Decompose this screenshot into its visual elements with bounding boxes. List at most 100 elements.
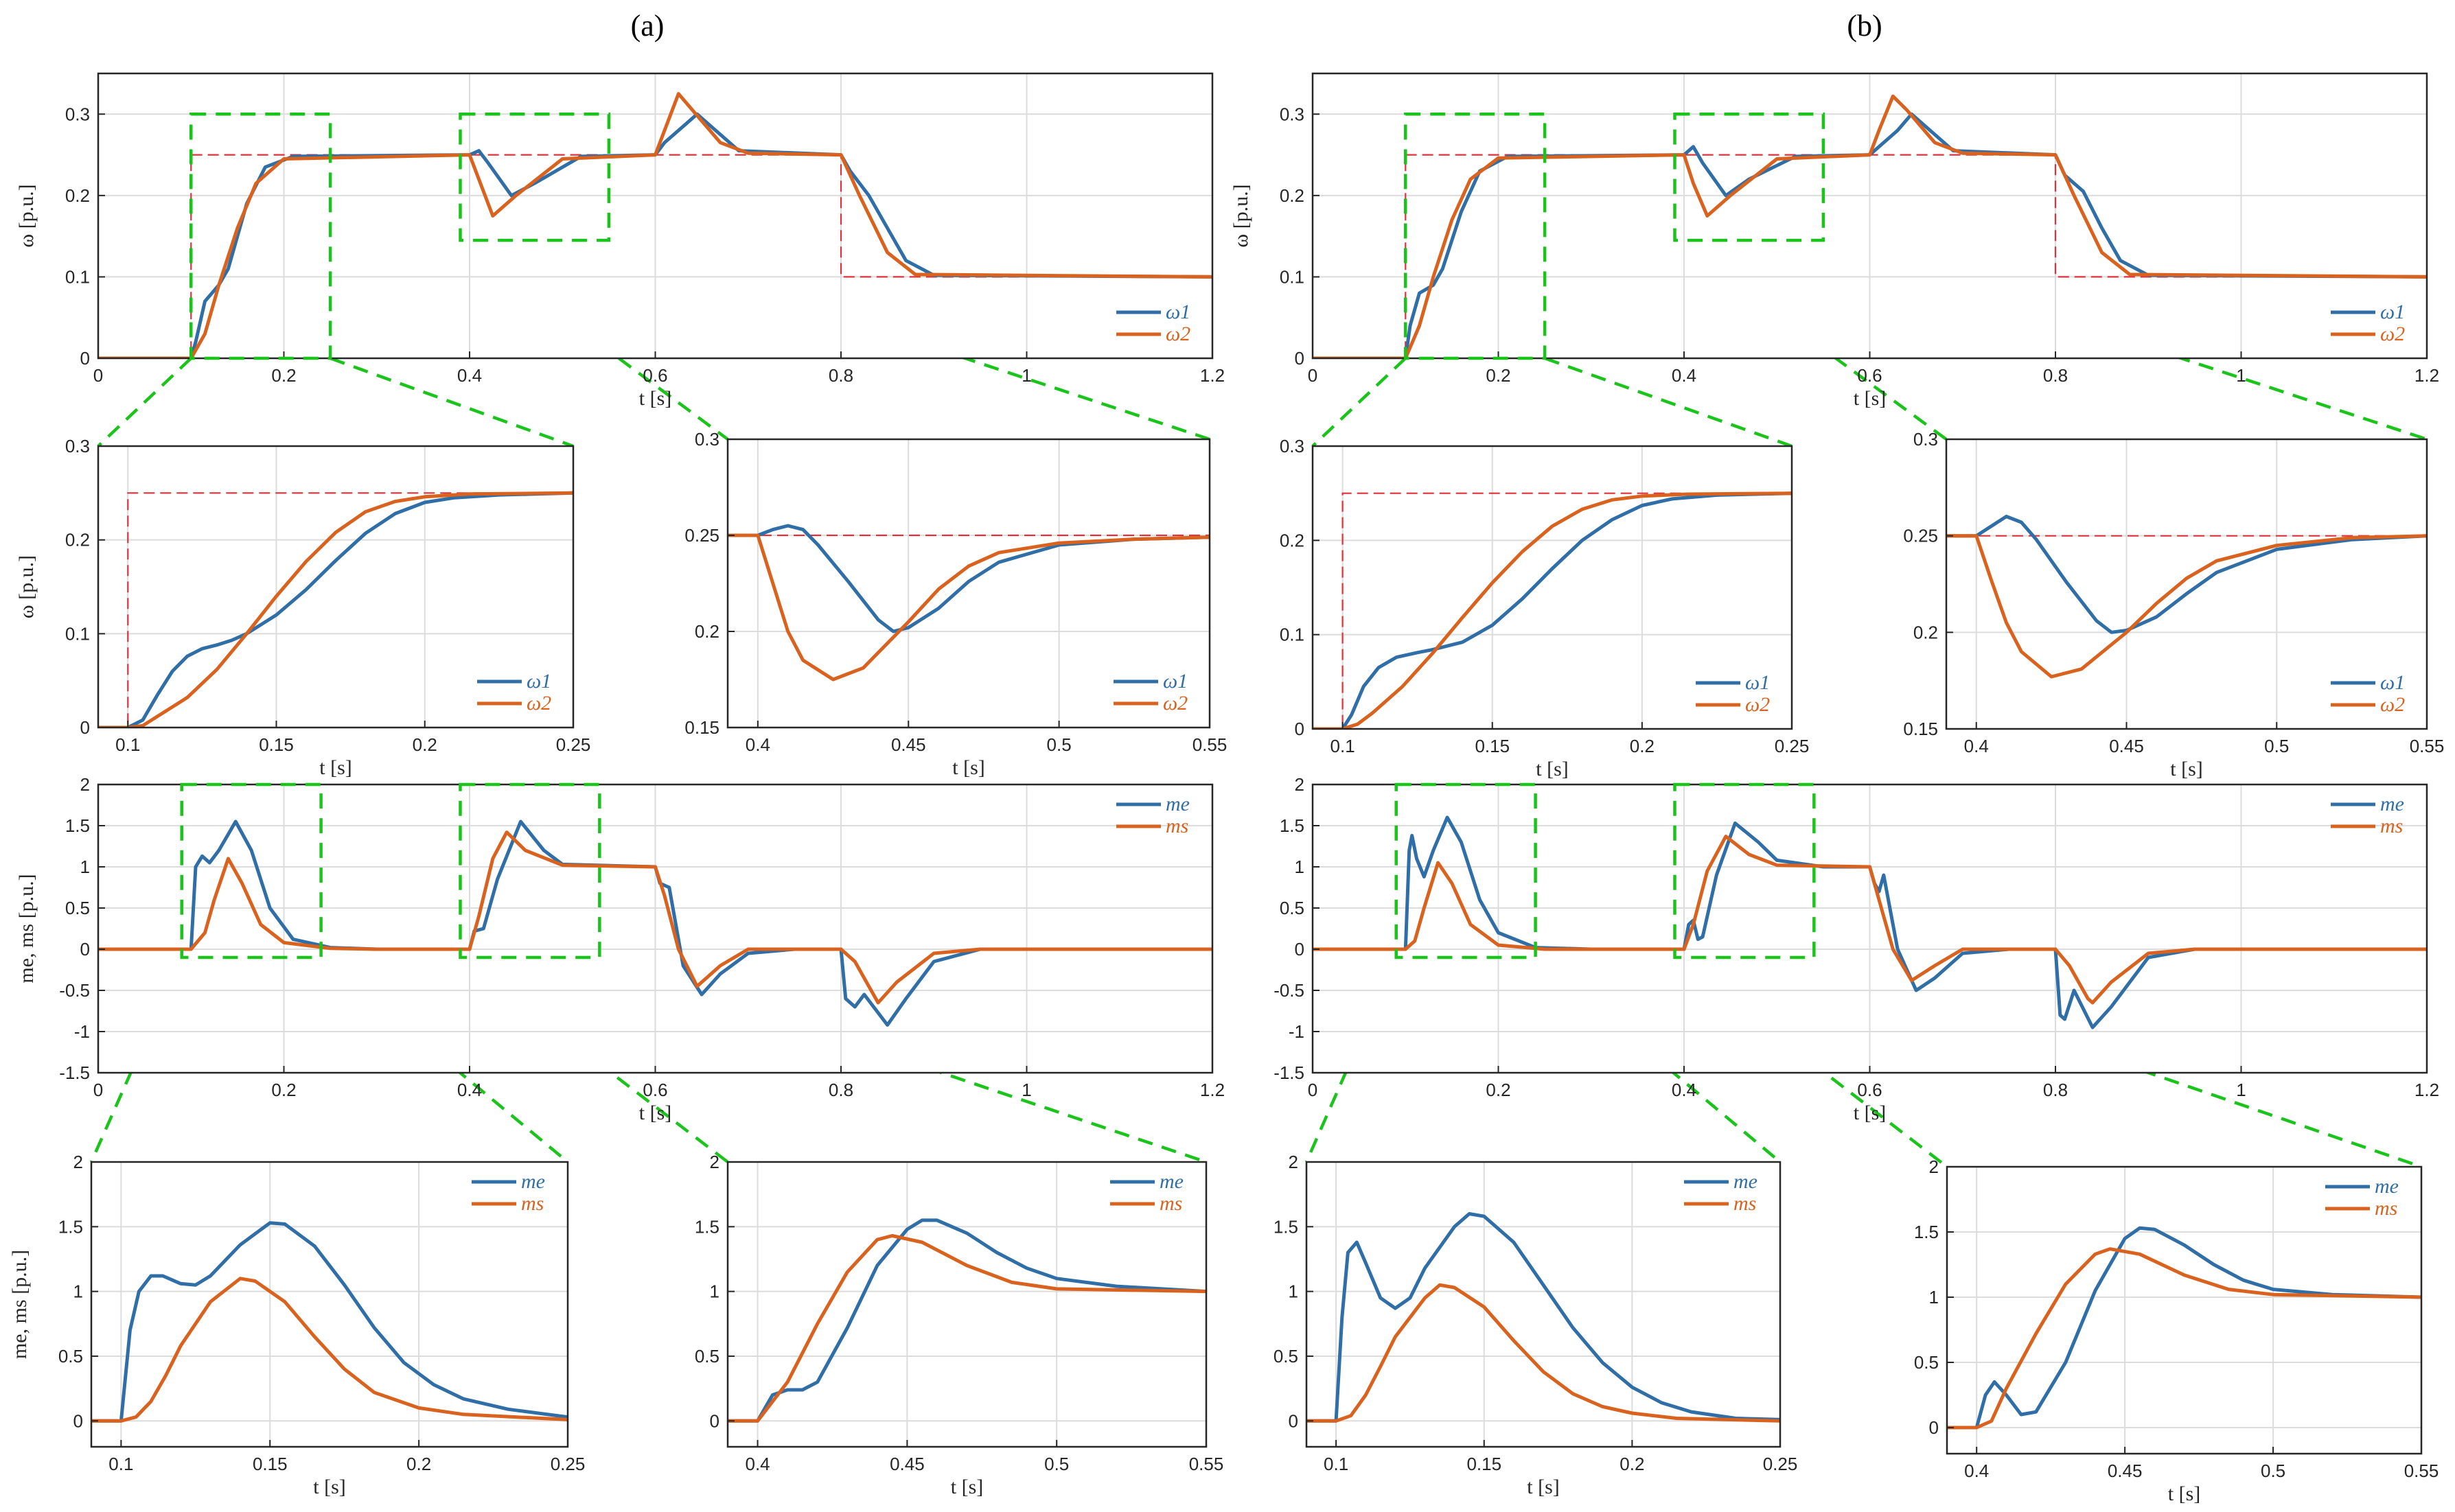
x-tick-label: 0 [93,1080,103,1100]
legend-label: ω2 [527,692,551,714]
y-tick-label: 1 [1929,1287,1939,1307]
zoom-region-box [180,782,323,959]
y-tick-label: -1.5 [59,1062,90,1083]
y-tick-label: 0 [80,939,90,959]
x-tick-label: 0.4 [745,1454,770,1474]
charts: 0 0.2 0.4 0.6 0.8 1 1.2 0 0.1 0.2 0.3 t [s] ω [p.u.]… [8,72,2444,1505]
y-tick-label: 0.5 [1273,1346,1298,1366]
y-tick-label: 0.2 [65,185,90,206]
x-tick-label: 1.2 [2414,1080,2439,1100]
y-axis-label: me, ms [p.u.] [15,874,38,983]
y-tick-label: 0.2 [1280,530,1304,550]
x-tick-label: 0.2 [1486,365,1510,386]
series-line-1 [1313,112,2427,358]
legend-label: ms [2375,1197,2397,1220]
legend-label: me [521,1170,545,1193]
y-tick-label: 1 [710,1281,719,1302]
x-axis-label: t [s] [313,1476,346,1498]
series-line-1 [91,1221,568,1423]
y-axis-label: ω [p.u.] [15,555,38,618]
zoom-region-box [459,782,601,959]
y-tick-label: 1 [73,1281,83,1302]
y-tick-label: 0.2 [65,530,90,550]
y-tick-label: 0 [1295,939,1304,959]
y-tick-label: 0 [1295,348,1304,369]
legend-label: ω2 [1745,693,1770,716]
y-tick-label: 0 [1929,1417,1939,1438]
legend-label: ω2 [1163,692,1188,714]
x-tick-label: 0.4 [746,734,770,755]
chart-a-torque: 0 0.2 0.4 0.6 0.8 1 1.2 -1.5 -1 -0.5 0 0.5 1 1.5 2 t [s… [15,774,1225,1124]
y-tick-label: 0.2 [695,621,719,642]
x-tick-label: 0.8 [829,365,853,386]
y-tick-label: 1.5 [1914,1222,1939,1242]
x-tick-label: 0.2 [1620,1454,1644,1474]
axes-frame [1311,445,1793,730]
x-tick-label: 0.15 [253,1454,288,1474]
reference-line [98,492,573,728]
plot-area [1313,446,1792,729]
y-tick-label: 0.5 [695,1346,719,1366]
legend-label: ω1 [1166,301,1190,323]
series-line-2 [1313,94,2427,358]
x-tick-label: 0.6 [1857,1080,1882,1100]
x-tick-label: 0.25 [556,734,591,755]
x-tick-label: 0.2 [1630,736,1655,756]
y-tick-label: 0.1 [1280,266,1304,287]
plot-area [1947,1167,2421,1454]
x-tick-label: 0 [1308,1080,1317,1100]
y-tick-label: 0.3 [65,104,90,124]
series-line-1 [1947,1226,2421,1430]
legend-label: ω1 [1163,670,1188,693]
x-tick-label: 0.55 [1192,734,1228,755]
axes-frame [1946,1165,2423,1455]
legend-label: ω1 [1745,671,1770,694]
x-tick-label: 0.6 [643,365,667,386]
axes-frame [97,445,575,729]
legend-label: ms [521,1192,544,1215]
series-line-1 [1313,491,1792,729]
y-tick-label: 0.5 [58,1346,83,1366]
x-tick-label: 1 [2236,365,2246,386]
y-tick-label: 0.25 [684,525,719,546]
x-axis-label: t [s] [319,756,352,779]
zoom-region-box [1673,782,1816,959]
axes-frame [1945,438,2428,730]
y-tick-label: -0.5 [1273,980,1304,1001]
x-tick-label: 0.5 [1047,734,1072,755]
y-tick-label: 2 [1295,774,1304,795]
panel-label-a: (a) [631,9,665,43]
legend-label: ω2 [2380,323,2405,345]
x-axis-label: t [s] [639,1102,672,1124]
x-tick-label: 1.2 [1200,1080,1225,1100]
legend-label: me [1166,793,1190,815]
series-line-1 [1946,515,2427,634]
x-tick-label: 1 [1022,1080,1031,1100]
axes-frame [726,438,1211,729]
y-tick-label: 0.2 [1280,185,1304,206]
axes-frame [1305,1161,1782,1448]
zoom-region-box [189,113,332,360]
zoom-connector [1544,356,1793,448]
y-tick-label: 0.3 [695,429,719,450]
plot-area [1306,1162,1780,1447]
x-tick-label: 0.45 [2108,1461,2143,1481]
chart-b-speed: 0 0.2 0.4 0.6 0.8 1 1.2 0 0.1 0.2 0.3 t [s] ω [p.u.]… [1230,72,2439,410]
x-axis-label: t [s] [1854,387,1887,410]
chart-a-speed-z1: 0.1 0.15 0.2 0.25 0 0.1 0.2 0.3 t [s] ω [p.u.] ω1ω… [15,436,590,779]
y-tick-label: 0 [710,1410,719,1431]
plot-area [98,446,573,728]
legend-label: ω1 [2380,671,2405,694]
x-tick-label: 0.2 [271,365,296,386]
y-tick-label: 0.3 [1913,429,1938,450]
x-axis-label: t [s] [951,1476,984,1498]
plot-area [91,1162,568,1447]
zoom-region-box [1394,782,1537,959]
y-tick-label: -1.5 [1273,1062,1304,1083]
y-tick-label: 0.1 [1280,625,1304,645]
series-line-2 [1947,1247,2421,1430]
y-tick-label: 0.15 [684,717,719,738]
y-axis-label: ω [p.u.] [1230,184,1252,247]
x-tick-label: 0.15 [259,734,294,755]
